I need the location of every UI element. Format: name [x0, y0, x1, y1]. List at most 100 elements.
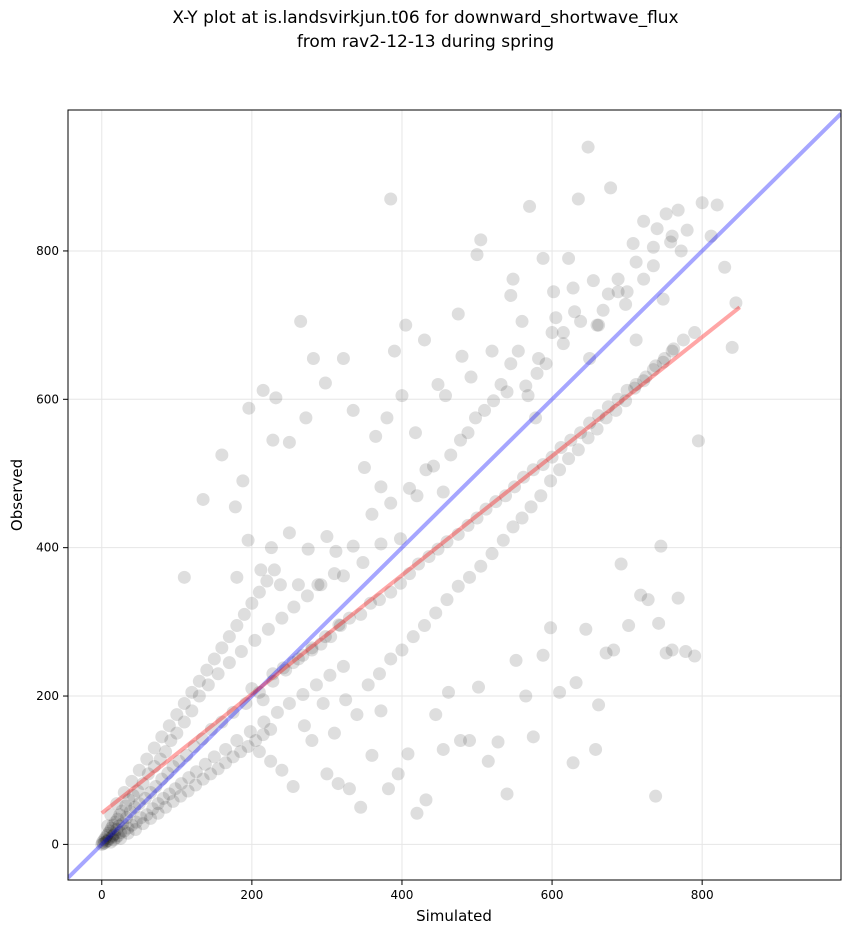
data-point	[691, 434, 705, 448]
data-point	[174, 777, 188, 791]
data-point	[241, 533, 255, 547]
data-point	[164, 734, 178, 748]
data-point	[228, 500, 242, 514]
data-point	[474, 233, 488, 247]
data-point	[177, 696, 191, 710]
data-point	[506, 520, 520, 534]
data-point	[590, 318, 604, 332]
data-point	[429, 606, 443, 620]
data-point	[296, 688, 310, 702]
data-point	[688, 326, 702, 340]
data-point	[305, 641, 319, 655]
data-point	[103, 824, 117, 838]
data-point	[111, 828, 125, 842]
data-point	[273, 578, 287, 592]
data-point	[656, 355, 670, 369]
data-point	[569, 676, 583, 690]
data-point	[592, 409, 606, 423]
data-point	[151, 806, 165, 820]
data-point	[530, 366, 544, 380]
data-point	[201, 678, 215, 692]
data-point	[299, 411, 313, 425]
data-point	[406, 630, 420, 644]
data-point	[96, 835, 110, 849]
data-point	[149, 780, 163, 794]
data-point	[374, 480, 388, 494]
data-point	[372, 667, 386, 681]
data-point	[101, 834, 115, 848]
data-point	[114, 826, 128, 840]
data-point	[485, 547, 499, 561]
data-point	[177, 570, 191, 584]
data-point	[185, 685, 199, 699]
data-point	[665, 643, 679, 657]
data-point	[491, 735, 505, 749]
data-point	[242, 401, 256, 415]
data-point	[320, 767, 334, 781]
data-point	[286, 780, 300, 794]
data-point	[649, 359, 663, 373]
data-point	[174, 789, 188, 803]
data-point	[350, 708, 364, 722]
data-point	[674, 244, 688, 258]
x-tick-label: 0	[98, 888, 106, 902]
data-point	[511, 344, 525, 358]
data-point	[556, 326, 570, 340]
data-point	[211, 762, 225, 776]
data-point	[553, 463, 567, 477]
data-point	[110, 823, 124, 837]
x-tick-label: 400	[391, 888, 414, 902]
x-tick-label: 800	[691, 888, 714, 902]
data-point	[305, 734, 319, 748]
data-point	[117, 785, 131, 799]
data-point	[195, 732, 209, 746]
data-point	[237, 607, 251, 621]
data-point	[128, 800, 142, 814]
data-point	[536, 648, 550, 662]
data-point	[207, 652, 221, 666]
data-point	[611, 272, 625, 286]
data-point	[100, 828, 114, 842]
data-point	[500, 787, 514, 801]
data-point	[637, 214, 651, 228]
data-point	[122, 793, 136, 807]
data-point	[384, 496, 398, 510]
data-point	[129, 823, 143, 837]
data-point	[444, 448, 458, 462]
data-point	[454, 433, 468, 447]
data-point	[620, 383, 634, 397]
data-point	[331, 777, 345, 791]
data-point	[564, 433, 578, 447]
data-point	[110, 797, 124, 811]
data-point	[222, 656, 236, 670]
data-point	[568, 305, 582, 319]
data-point	[463, 570, 477, 584]
data-point	[523, 199, 537, 213]
data-point	[256, 383, 270, 397]
data-point	[234, 745, 248, 759]
x-axis-label: Simulated	[416, 907, 492, 925]
data-point	[545, 326, 559, 340]
data-point	[125, 774, 139, 788]
data-point	[545, 450, 559, 464]
data-point	[583, 416, 597, 430]
data-point	[438, 389, 452, 403]
data-point	[496, 533, 510, 547]
data-point	[192, 689, 206, 703]
data-point	[637, 272, 651, 286]
data-point	[166, 794, 180, 808]
data-point	[264, 722, 278, 736]
data-point	[282, 526, 296, 540]
data-point	[729, 296, 743, 310]
data-point	[215, 715, 229, 729]
data-point	[440, 593, 454, 607]
data-point	[478, 403, 492, 417]
data-point	[679, 645, 693, 659]
data-point	[121, 826, 135, 840]
data-point	[436, 742, 450, 756]
data-point	[267, 563, 281, 577]
data-point	[622, 619, 636, 633]
data-point	[629, 255, 643, 269]
data-point	[168, 782, 182, 796]
